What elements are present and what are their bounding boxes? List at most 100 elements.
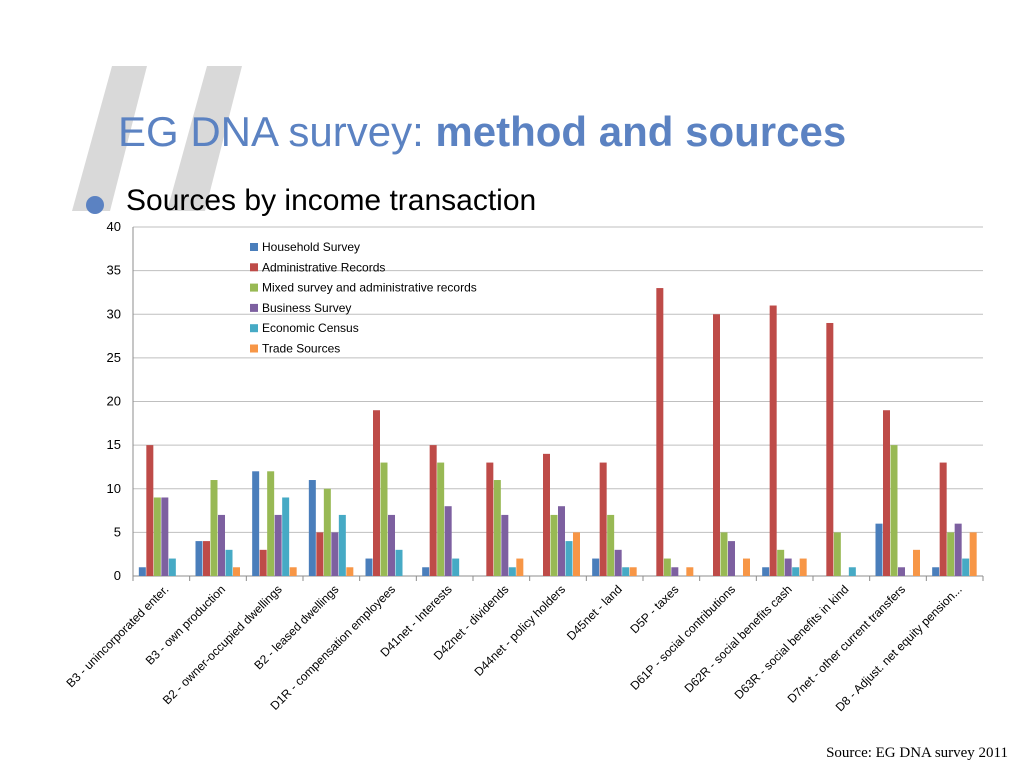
bar <box>663 558 671 576</box>
bullet-text: Sources by income transaction <box>126 184 537 217</box>
bar <box>161 497 169 576</box>
bar <box>259 549 267 576</box>
y-tick-label: 5 <box>114 524 121 539</box>
source-note: Source: EG DNA survey 2011 <box>826 745 1008 761</box>
bar <box>898 567 905 576</box>
bar <box>282 497 290 576</box>
legend-label: Business Survey <box>262 301 351 315</box>
bar <box>323 488 331 576</box>
legend-label: Economic Census <box>262 321 359 335</box>
legend-swatch <box>250 283 258 292</box>
y-tick-label: 15 <box>107 437 121 452</box>
bar <box>252 471 260 576</box>
title-bold: method and sources <box>435 108 847 155</box>
x-tick-label: D63R - social benefits in kind <box>732 582 852 702</box>
y-tick-label: 35 <box>107 263 121 278</box>
y-tick-label: 0 <box>114 568 121 583</box>
x-tick-label: D8 - Adjust. net equity pension... <box>833 582 965 714</box>
x-tick-label: D7net - other current transfers <box>785 582 909 706</box>
bar <box>947 532 955 577</box>
bar <box>543 453 550 576</box>
bar <box>607 514 615 576</box>
bar <box>486 462 494 576</box>
bar <box>338 514 346 576</box>
bar <box>550 514 558 576</box>
x-tick-label: D62R - social benefits cash <box>682 582 795 695</box>
y-tick-label: 25 <box>107 350 121 365</box>
quote-mark-decoration <box>72 66 242 211</box>
bar <box>346 567 354 576</box>
bar <box>365 558 373 576</box>
legend-swatch <box>250 324 258 333</box>
legend-label: Household Survey <box>262 240 360 254</box>
x-tick-label: D5P - taxes <box>627 582 681 636</box>
bar <box>331 532 339 577</box>
bar <box>792 567 800 576</box>
bar <box>233 567 240 576</box>
bar <box>493 480 501 576</box>
bar <box>308 480 316 576</box>
bar <box>713 314 720 576</box>
y-tick-label: 30 <box>107 306 121 321</box>
bar <box>769 305 777 576</box>
bar <box>388 514 395 576</box>
slide-title: EG DNA survey: method and sources <box>118 108 846 156</box>
x-tick-label: D45net - land <box>564 582 625 643</box>
bar <box>573 532 580 577</box>
bar <box>558 506 565 576</box>
y-tick-label: 20 <box>107 394 121 409</box>
bar <box>565 541 573 576</box>
bar <box>629 567 637 576</box>
bar <box>267 471 275 576</box>
bar <box>833 532 841 577</box>
legend-swatch <box>250 243 258 251</box>
bar <box>743 558 750 576</box>
bar <box>501 514 509 576</box>
bar <box>516 558 524 576</box>
y-tick-label: 40 <box>107 219 121 234</box>
bar <box>599 462 607 576</box>
y-tick-label: 10 <box>107 481 121 496</box>
bar <box>508 567 516 576</box>
bar <box>799 558 807 576</box>
legend-swatch <box>250 303 258 312</box>
bar <box>728 541 735 576</box>
bar <box>826 322 834 576</box>
bar <box>195 541 203 576</box>
bar <box>203 541 210 576</box>
bar <box>686 567 694 576</box>
bar <box>969 532 977 577</box>
bar <box>883 410 890 576</box>
bullet-dot <box>86 196 104 214</box>
bar <box>671 567 679 576</box>
bar <box>875 523 883 576</box>
legend-label: Trade Sources <box>262 342 340 356</box>
bar <box>429 445 437 577</box>
bar <box>422 567 430 576</box>
bar <box>373 410 380 576</box>
bar <box>395 549 403 576</box>
bar <box>622 567 630 576</box>
legend-label: Mixed survey and administrative records <box>262 281 477 295</box>
x-tick-label: B3 - unincorporated enter. <box>63 582 171 690</box>
bar <box>210 480 218 576</box>
bar <box>777 549 785 576</box>
bar <box>656 288 664 576</box>
bar <box>954 523 962 576</box>
bar <box>437 462 445 576</box>
bar <box>848 567 856 576</box>
bar <box>452 558 460 576</box>
bar <box>890 445 898 577</box>
x-tick-label: D61P - social contributions <box>627 582 738 693</box>
bar <box>784 558 792 576</box>
bar <box>168 558 176 576</box>
x-tick-label: B2 - owner-occupied dwellings <box>160 582 285 707</box>
bar <box>762 567 770 576</box>
bar <box>614 549 622 576</box>
bar <box>444 506 452 576</box>
bar <box>146 445 154 577</box>
bar <box>592 558 600 576</box>
bar <box>962 558 970 576</box>
bar <box>289 567 297 576</box>
